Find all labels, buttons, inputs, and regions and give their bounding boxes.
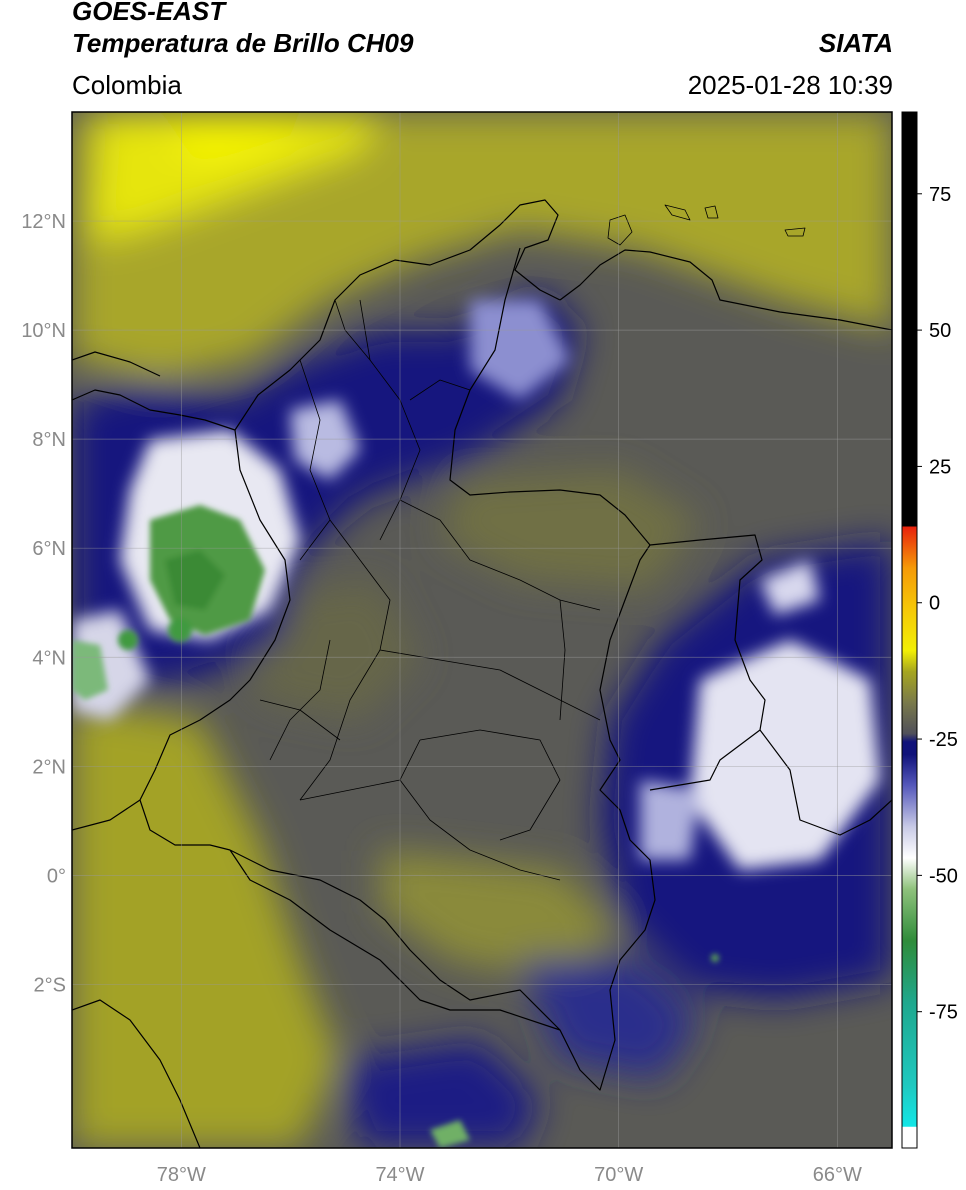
colorbar-tick-label: 0 (929, 593, 940, 615)
lat-tick-label: 10°N (21, 320, 66, 342)
colorbar-tick-label: -50 (929, 865, 958, 887)
lat-tick-label: 0° (47, 865, 66, 887)
lat-tick-label: 2°N (32, 756, 66, 778)
graticule (72, 112, 892, 1148)
colorbar-frame (901, 111, 918, 1149)
colorbar (902, 112, 917, 1148)
product-title: Temperatura de Brillo CH09 (72, 28, 414, 58)
country-boundaries (72, 199, 892, 1148)
satellite-title: GOES-EAST (72, 0, 226, 26)
lat-tick-label: 6°N (32, 538, 66, 560)
colorbar-tick-label: -75 (929, 1002, 958, 1024)
agency-label: SIATA (818, 28, 893, 58)
latitude-ticks: 12°N 10°N 8°N 6°N 4°N 2°N 0° 2°S (21, 211, 66, 996)
longitude-ticks: 78°W 74°W 70°W 66°W (157, 1164, 862, 1186)
lat-tick-label: 12°N (21, 211, 66, 233)
colorbar-tick-label: 50 (929, 320, 951, 342)
brightness-temperature-field (72, 112, 892, 1148)
colorbar-tick-label: 75 (929, 184, 951, 206)
lon-tick-label: 74°W (375, 1164, 424, 1186)
lon-tick-label: 78°W (157, 1164, 206, 1186)
lat-tick-label: 4°N (32, 647, 66, 669)
timestamp-label: 2025-01-28 10:39 (687, 70, 893, 100)
lat-tick-label: 8°N (32, 429, 66, 451)
map-frame (71, 111, 893, 1149)
colorbar-ticks: 75 50 25 0 -25 -50 -75 (917, 184, 958, 1024)
lon-tick-label: 70°W (594, 1164, 643, 1186)
lon-tick-label: 66°W (813, 1164, 862, 1186)
region-label: Colombia (72, 70, 182, 100)
lat-tick-label: 2°S (34, 974, 66, 996)
colorbar-tick-label: -25 (929, 729, 958, 751)
colorbar-tick-label: 25 (929, 456, 951, 478)
